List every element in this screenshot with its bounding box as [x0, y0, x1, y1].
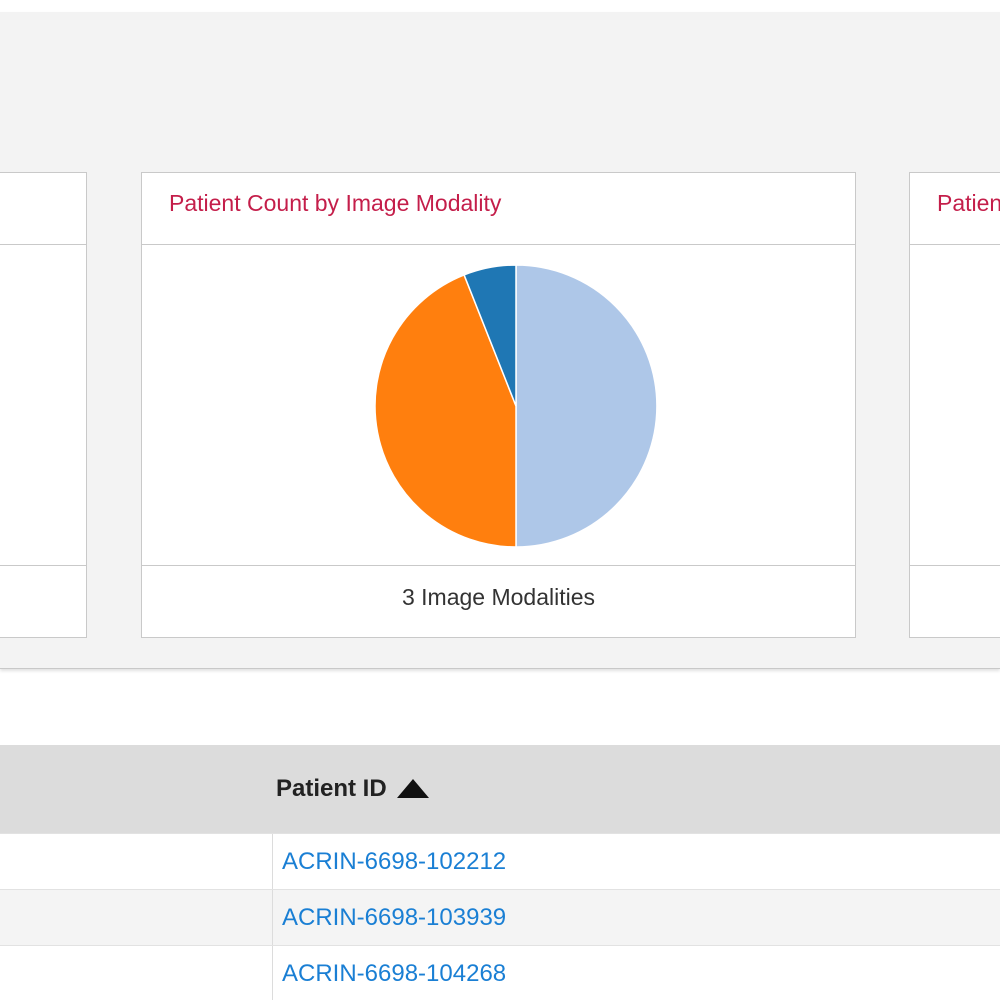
column-header-label: Patient ID	[276, 775, 387, 802]
table-cell	[0, 946, 273, 1000]
chart-card-body	[910, 245, 1000, 568]
table-row: ACRIN-6698-104268	[0, 945, 1000, 1000]
sort-ascending-icon[interactable]	[396, 779, 429, 798]
patient-table: Patient ID ACRIN-6698-102212 ACRIN-6698-…	[0, 745, 1000, 1000]
chart-card-header	[0, 173, 86, 245]
chart-card-footer	[910, 565, 1000, 637]
table-header-row: Patient ID	[0, 745, 1000, 833]
chart-card-left	[0, 172, 87, 638]
table-cell	[0, 834, 273, 889]
chart-title: Patient Count by Image Modality	[169, 190, 502, 216]
patient-id-link[interactable]: ACRIN-6698-103939	[282, 904, 507, 931]
pie-chart	[374, 264, 658, 548]
chart-card-header: Patien	[910, 173, 1000, 245]
chart-card-footer	[0, 565, 86, 637]
patient-id-link[interactable]: ACRIN-6698-102212	[282, 848, 507, 875]
patient-id-column-header[interactable]: Patient ID	[276, 775, 429, 803]
table-row: ACRIN-6698-102212	[0, 833, 1000, 889]
chart-card-header: Patient Count by Image Modality	[142, 173, 855, 245]
chart-card-body	[0, 245, 86, 568]
chart-footer-count: 3 Image Modalities	[401, 584, 596, 610]
pie-slice-2[interactable]	[463, 264, 517, 407]
table-row: ACRIN-6698-103939	[0, 889, 1000, 945]
patient-id-link[interactable]: ACRIN-6698-104268	[282, 960, 507, 987]
chart-card-footer: 3 Image Modalities	[142, 565, 855, 637]
chart-card-body	[142, 245, 855, 568]
chart-title: Patien	[937, 190, 1000, 216]
pie-slice-1[interactable]	[374, 273, 517, 548]
table-cell	[0, 890, 273, 945]
pie-slice-0[interactable]	[515, 264, 658, 548]
charts-panel: Patient Count by Image Modality 3 Image …	[0, 12, 1000, 669]
chart-card-right: Patien	[909, 172, 1000, 638]
chart-card-image-modality: Patient Count by Image Modality 3 Image …	[141, 172, 856, 638]
